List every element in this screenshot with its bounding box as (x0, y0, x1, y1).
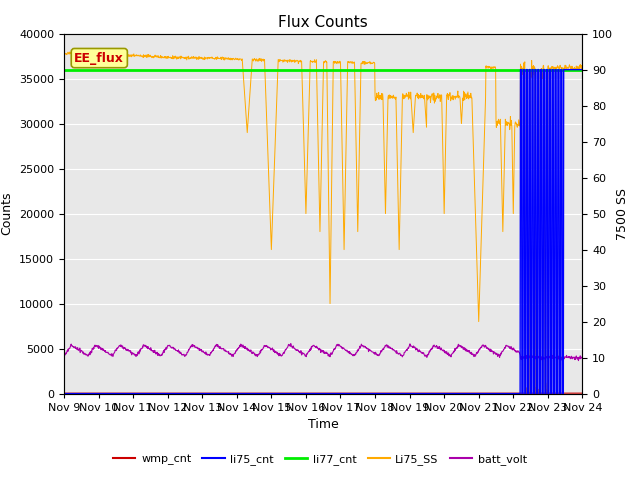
Text: EE_flux: EE_flux (74, 51, 124, 65)
Y-axis label: Counts: Counts (1, 192, 13, 235)
X-axis label: Time: Time (308, 418, 339, 431)
Legend: wmp_cnt, li75_cnt, li77_cnt, Li75_SS, batt_volt: wmp_cnt, li75_cnt, li77_cnt, Li75_SS, ba… (109, 450, 531, 469)
Title: Flux Counts: Flux Counts (278, 15, 368, 30)
Y-axis label: 7500 SS: 7500 SS (616, 188, 629, 240)
